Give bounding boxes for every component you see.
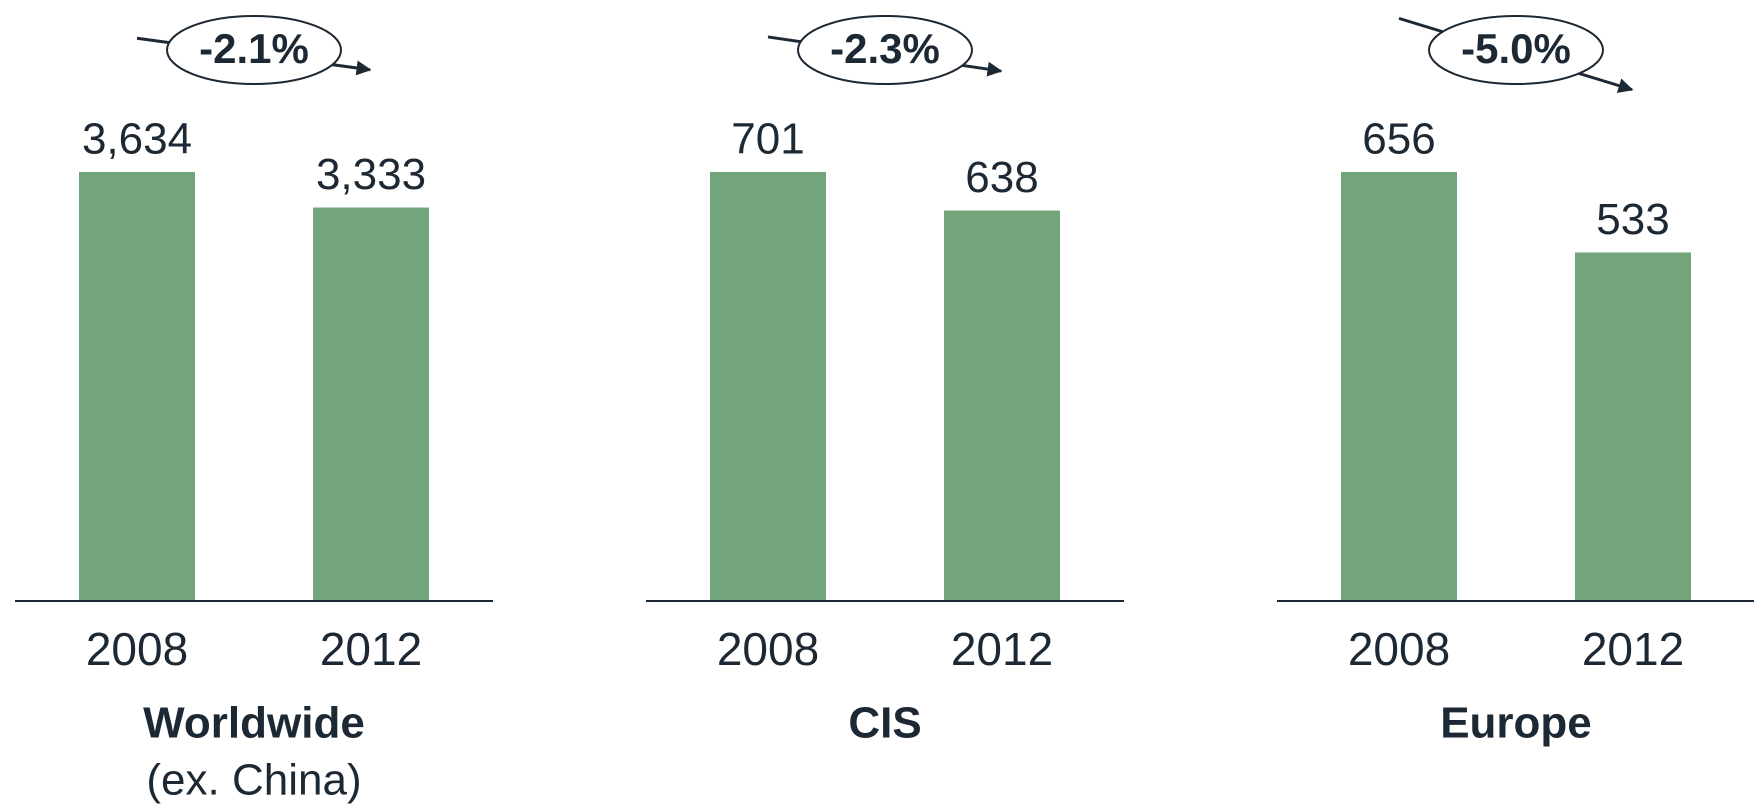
annotation-bubble — [166, 15, 342, 85]
annotation: -2.3% — [830, 25, 940, 72]
annotation: -5.0% — [1461, 25, 1571, 72]
bar — [944, 210, 1060, 601]
chart-title: Worldwide — [143, 699, 365, 748]
chart-title: Europe — [1440, 699, 1592, 748]
annotation-bubble — [1428, 15, 1604, 85]
x-tick-label: 2012 — [1582, 623, 1684, 675]
x-tick-label: 2008 — [717, 623, 819, 675]
bar — [1575, 252, 1691, 601]
chart-subtitle: (ex. China) — [146, 756, 361, 805]
bar — [1341, 172, 1457, 601]
value-label: 701 — [731, 115, 804, 164]
value-label: 3,333 — [316, 150, 426, 199]
value-label: 533 — [1596, 195, 1669, 244]
chart-title: CIS — [848, 699, 921, 748]
x-tick-label: 2012 — [320, 623, 422, 675]
bar — [710, 172, 826, 601]
bar — [79, 172, 195, 601]
annotation: -2.1% — [199, 25, 309, 72]
annotation-bubble — [797, 15, 973, 85]
bar — [313, 207, 429, 601]
value-label: 638 — [965, 153, 1038, 202]
value-label: 656 — [1362, 115, 1435, 164]
x-tick-label: 2008 — [1348, 623, 1450, 675]
x-tick-label: 2012 — [951, 623, 1053, 675]
value-label: 3,634 — [82, 115, 192, 164]
x-tick-label: 2008 — [86, 623, 188, 675]
